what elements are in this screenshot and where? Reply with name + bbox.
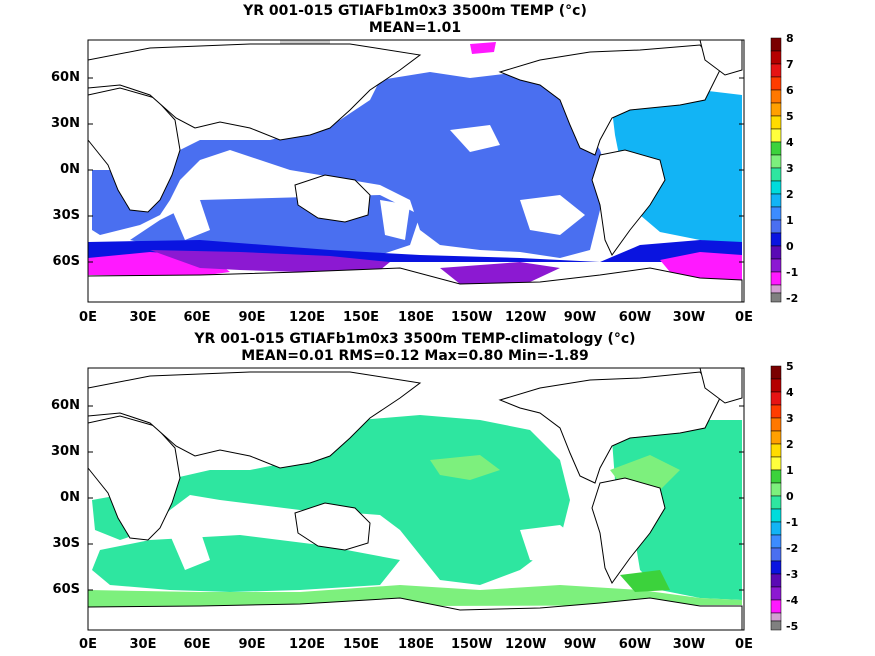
p1-cbar-label: 7 xyxy=(786,58,794,71)
panel1-colorbar xyxy=(770,37,782,303)
pacific-field xyxy=(92,72,610,258)
p1-lat-0n: 0N xyxy=(60,162,80,177)
p1-cbar-label: 5 xyxy=(786,110,794,123)
p2-cbar-label: -1 xyxy=(786,516,799,529)
p2-cbar-label: 0 xyxy=(786,490,794,503)
p2-lon-label: 0E xyxy=(79,637,97,652)
p2-lon-label: 150W xyxy=(451,637,493,652)
p2-cbar-label: 4 xyxy=(786,386,794,399)
panel1-map xyxy=(88,40,744,302)
eurasia xyxy=(88,43,422,141)
p2-lon-label: 60E xyxy=(183,637,211,652)
p1-lat-60s: 60S xyxy=(52,254,80,269)
p2-cbar-label: -4 xyxy=(786,594,799,607)
p1-cbar-label: -2 xyxy=(786,292,799,305)
p1-lon-label: 120E xyxy=(288,310,326,325)
pacific-anomaly xyxy=(92,415,570,585)
p1-lon-label: 180E xyxy=(397,310,435,325)
panel2-ticks xyxy=(88,405,744,591)
p1-lat-30s: 30S xyxy=(52,208,80,223)
p1-cbar-label: 8 xyxy=(786,32,794,45)
panel2-title-line1: YR 001-015 GTIAFb1m0x3 3500m TEMP-climat… xyxy=(194,331,636,347)
south-america xyxy=(591,149,666,256)
p2-lon-label: 120E xyxy=(288,637,326,652)
p2-cbar-label: 2 xyxy=(786,438,794,451)
panel1-ticks xyxy=(88,77,744,263)
p2-lon-label: 120W xyxy=(505,637,547,652)
p1-lon-label: 0E xyxy=(79,310,97,325)
p2-lon-label: 0E xyxy=(735,637,753,652)
panel1-title-line1: YR 001-015 GTIAFb1m0x3 3500m TEMP (°c) xyxy=(243,3,587,19)
p2-cbar-label: 3 xyxy=(786,412,794,425)
p1-lat-30n: 30N xyxy=(51,116,80,131)
p2-lon-label: 150E xyxy=(342,637,380,652)
greenland xyxy=(699,40,743,76)
p2-lon-label: 90E xyxy=(238,637,266,652)
p1-cbar-label: 1 xyxy=(786,214,794,227)
p1-lon-label: 90W xyxy=(563,310,597,325)
p2-lon-label: 30W xyxy=(672,637,706,652)
p1-lon-label: 60W xyxy=(618,310,652,325)
p2-lat-30s: 30S xyxy=(52,536,80,551)
p2-cbar-label: -3 xyxy=(786,568,799,581)
p1-cbar-label: 3 xyxy=(786,162,794,175)
north-america xyxy=(498,44,721,156)
panel1-title-line2: MEAN=1.01 xyxy=(368,20,462,36)
p2-lat-30n: 30N xyxy=(51,444,80,459)
p2-lon-label: 90W xyxy=(563,637,597,652)
p2-lon-label: 60W xyxy=(618,637,652,652)
p1-cbar-label: 4 xyxy=(786,136,794,149)
p2-lon-label: 180E xyxy=(397,637,435,652)
p1-lon-label: 30W xyxy=(672,310,706,325)
australia xyxy=(294,174,371,223)
p1-cbar-label: 6 xyxy=(786,84,794,97)
p1-cbar-label: 0 xyxy=(786,240,794,253)
p1-lon-label: 150E xyxy=(342,310,380,325)
p1-lon-label: 150W xyxy=(451,310,493,325)
panel2-title-line2: MEAN=0.01 RMS=0.12 Max=0.80 Min=-1.89 xyxy=(241,348,589,364)
p2-cbar-label: 5 xyxy=(786,360,794,373)
antarctica xyxy=(88,267,743,302)
p2-cbar-label: 1 xyxy=(786,464,794,477)
p2-cbar-label: -5 xyxy=(786,620,799,633)
p1-cbar-label: 2 xyxy=(786,188,794,201)
p2-lon-label: 30E xyxy=(129,637,157,652)
p1-cbar-label: -1 xyxy=(786,266,799,279)
p2-cbar-label: -2 xyxy=(786,542,799,555)
p1-lat-60n: 60N xyxy=(51,70,80,85)
p1-lon-label: 120W xyxy=(505,310,547,325)
p2-lat-0n: 0N xyxy=(60,490,80,505)
p2-lat-60n: 60N xyxy=(51,398,80,413)
p1-lon-label: 0E xyxy=(735,310,753,325)
panel2-map xyxy=(88,368,744,630)
p2-lat-60s: 60S xyxy=(52,582,80,597)
p1-lon-label: 90E xyxy=(238,310,266,325)
p1-lon-label: 60E xyxy=(183,310,211,325)
panel2-colorbar xyxy=(770,365,782,631)
p1-lon-label: 30E xyxy=(129,310,157,325)
